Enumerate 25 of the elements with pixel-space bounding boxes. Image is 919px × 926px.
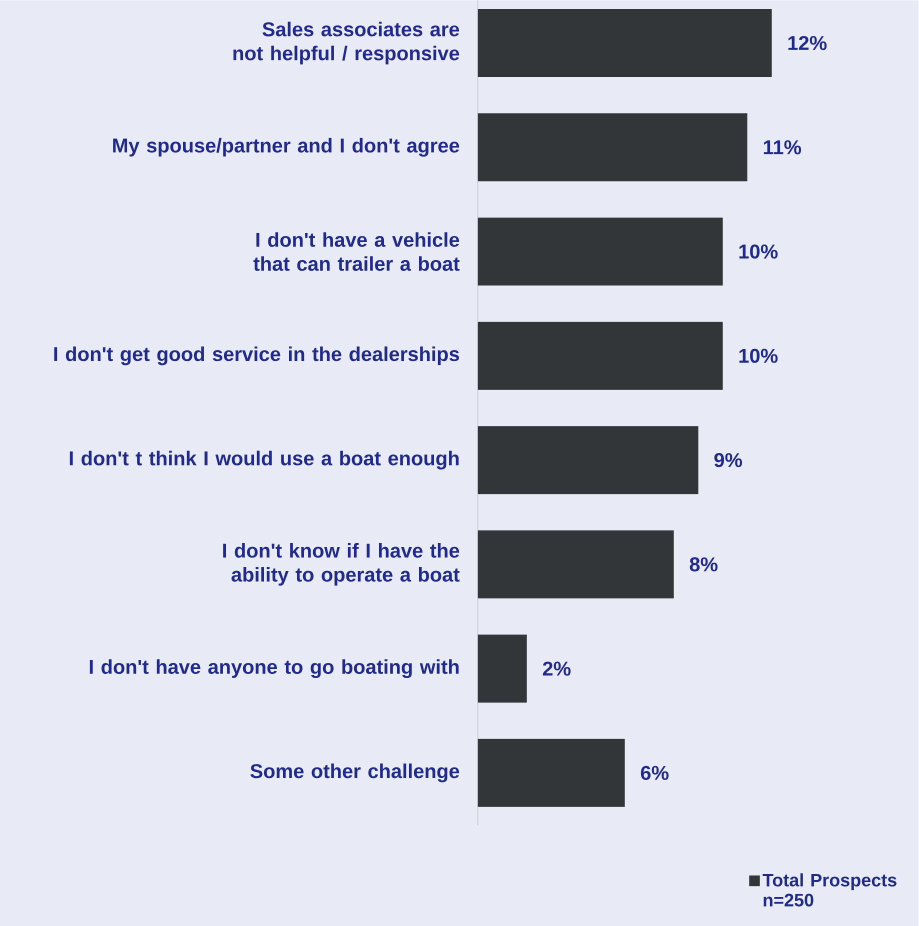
bar (478, 218, 723, 286)
data-label: 12% (788, 36, 827, 50)
y-tick-label: I don't t think I would use a boat enough (70, 450, 459, 470)
data-label: 10% (740, 348, 778, 363)
bar (478, 9, 772, 78)
y-tick-label: I don't get good service in the dealerships (54, 346, 460, 366)
bar (478, 426, 698, 494)
bar (478, 634, 527, 703)
data-label: 2% (543, 662, 571, 676)
bar (478, 113, 748, 182)
data-label: 6% (641, 766, 669, 780)
data-label: 8% (690, 557, 718, 572)
bar (478, 738, 625, 807)
y-tick-label: I don't have a vehicle that can trailer a boat (254, 232, 460, 271)
legend-label: Total Prospects n=250 (762, 873, 897, 906)
data-label: 10% (740, 244, 778, 259)
data-label: 11% (764, 140, 802, 154)
y-tick-label: I don't know if I have the ability to operate a boat (223, 543, 460, 586)
bar (478, 322, 723, 390)
y-tick-label: My spouse/partner and I don't agree (113, 138, 460, 157)
data-label: 9% (714, 453, 742, 468)
y-tick-label: I don't have anyone to go boating with (90, 659, 459, 678)
y-tick-label: Some other challenge (250, 764, 460, 782)
y-tick-label: Sales associates are not helpful / responsive (234, 22, 460, 64)
bar (478, 530, 674, 598)
